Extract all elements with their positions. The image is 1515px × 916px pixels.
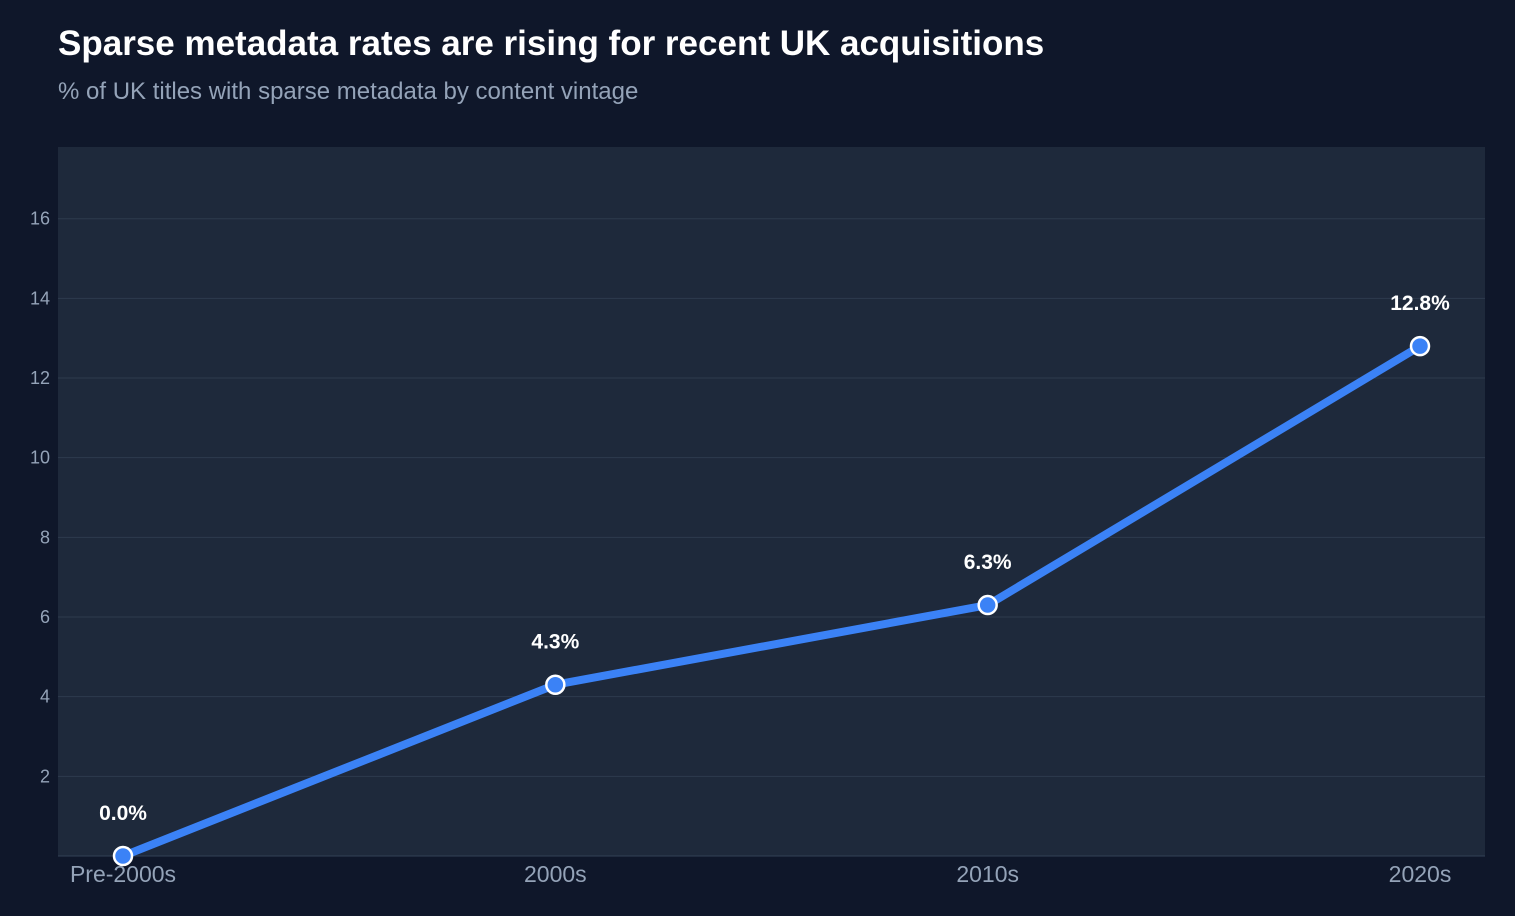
y-tick-label: 12: [30, 368, 50, 388]
series-line: [119, 342, 1424, 860]
data-label: 6.3%: [964, 551, 1012, 574]
data-points: [112, 335, 1431, 867]
grid-lines: [58, 218, 1485, 777]
y-axis-ticks: 2 4 6 8 10 12 14 16: [30, 209, 50, 787]
data-label: 0.0%: [99, 802, 147, 825]
y-tick-label: 2: [40, 766, 50, 786]
plot-area: [58, 147, 1485, 856]
y-tick-label: 4: [40, 687, 50, 707]
y-tick-label: 6: [40, 607, 50, 627]
y-tick-label: 8: [40, 527, 50, 547]
data-point: [977, 594, 998, 616]
y-tick-label: 10: [30, 448, 50, 468]
y-tick-label: 14: [30, 288, 50, 308]
y-tick-label: 16: [30, 209, 50, 229]
data-label: 4.3%: [531, 631, 579, 654]
data-point: [112, 845, 134, 867]
data-label: 12.8%: [1390, 292, 1450, 315]
data-labels: 0.0% 4.3% 6.3% 12.8%: [99, 292, 1450, 825]
x-tick-label: 2000s: [524, 861, 587, 887]
x-axis-ticks: Pre-2000s 2000s 2010s 2020s: [70, 861, 1451, 887]
chart-title: Sparse metadata rates are rising for rec…: [58, 24, 1045, 63]
data-point: [545, 674, 566, 695]
data-point: [1409, 335, 1431, 357]
x-tick-label: 2020s: [1389, 861, 1452, 887]
chart-subtitle: % of UK titles with sparse metadata by c…: [58, 78, 639, 105]
x-tick-label: 2010s: [956, 861, 1019, 887]
